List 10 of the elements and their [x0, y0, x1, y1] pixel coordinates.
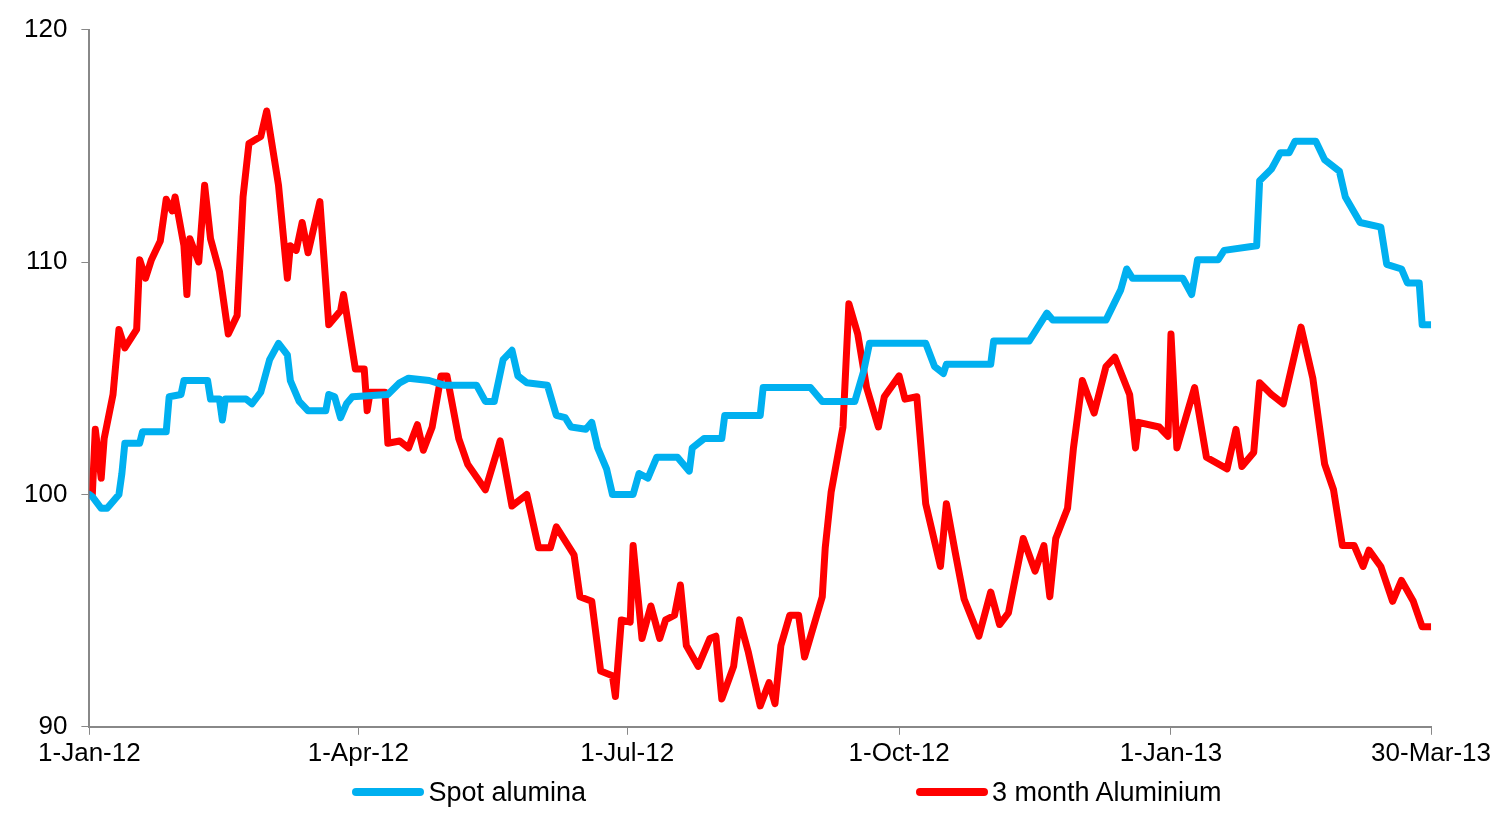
x-tick-label: 1-Jul-12 — [580, 736, 675, 767]
y-tick-label: 120 — [23, 12, 68, 43]
legend-label: 3 month Aluminium — [992, 776, 1222, 808]
y-tick-label: 100 — [23, 477, 68, 508]
x-tick-label: 1-Oct-12 — [848, 736, 950, 767]
x-tick-label: 1-Jan-13 — [1119, 736, 1223, 767]
y-tick-label: 110 — [25, 245, 68, 276]
x-tick-label: 30-Mar-13 — [1371, 736, 1491, 767]
x-tick-label: 1-Apr-12 — [307, 736, 409, 767]
legend-label: Spot alumina — [428, 776, 586, 808]
